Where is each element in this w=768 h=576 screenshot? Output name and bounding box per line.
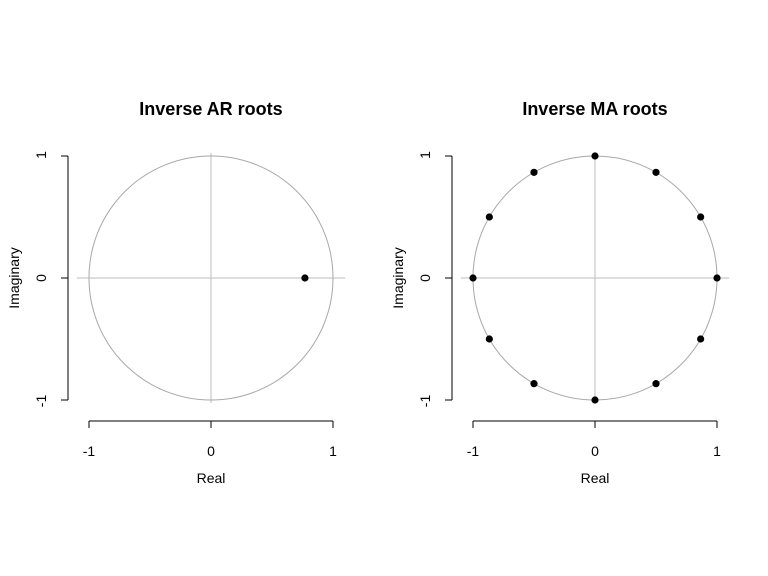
- root-point: [697, 335, 705, 343]
- root-point: [485, 213, 493, 221]
- y-tick-label: 1: [417, 151, 433, 159]
- x-tick-label: 0: [207, 443, 215, 459]
- y-axis-label: Imaginary: [6, 247, 22, 308]
- root-point: [469, 274, 477, 282]
- root-point: [301, 274, 309, 282]
- chart-title: Inverse MA roots: [522, 99, 667, 119]
- x-axis-label: Real: [197, 470, 226, 486]
- root-point: [713, 274, 721, 282]
- unit-circle: [88, 155, 334, 401]
- root-point: [485, 335, 493, 343]
- y-tick-label: 0: [417, 274, 433, 282]
- x-tick-label: 1: [713, 443, 721, 459]
- x-tick-label: 0: [591, 443, 599, 459]
- x-axis-label: Real: [581, 470, 610, 486]
- ma-roots-panel: Inverse MA roots Real Imaginary -1 0 1 -…: [390, 99, 730, 486]
- root-point: [591, 396, 599, 404]
- root-point: [697, 213, 705, 221]
- x-tick-label: -1: [83, 443, 96, 459]
- y-tick-label: -1: [33, 395, 49, 408]
- x-tick-label: 1: [329, 443, 337, 459]
- plot-area: [445, 152, 730, 428]
- y-axis-label: Imaginary: [390, 247, 406, 308]
- ar-roots-panel: Inverse AR roots Real Imaginary -1 0 1 -…: [6, 99, 346, 486]
- y-tick-label: 0: [33, 274, 49, 282]
- root-point: [652, 380, 660, 388]
- y-tick-label: 1: [33, 151, 49, 159]
- root-point: [530, 380, 538, 388]
- chart-title: Inverse AR roots: [139, 99, 282, 119]
- y-tick-label: -1: [417, 395, 433, 408]
- root-point: [652, 168, 660, 176]
- x-tick-label: -1: [467, 443, 480, 459]
- plot-area: [61, 153, 346, 428]
- root-point: [530, 168, 538, 176]
- root-point: [591, 152, 599, 160]
